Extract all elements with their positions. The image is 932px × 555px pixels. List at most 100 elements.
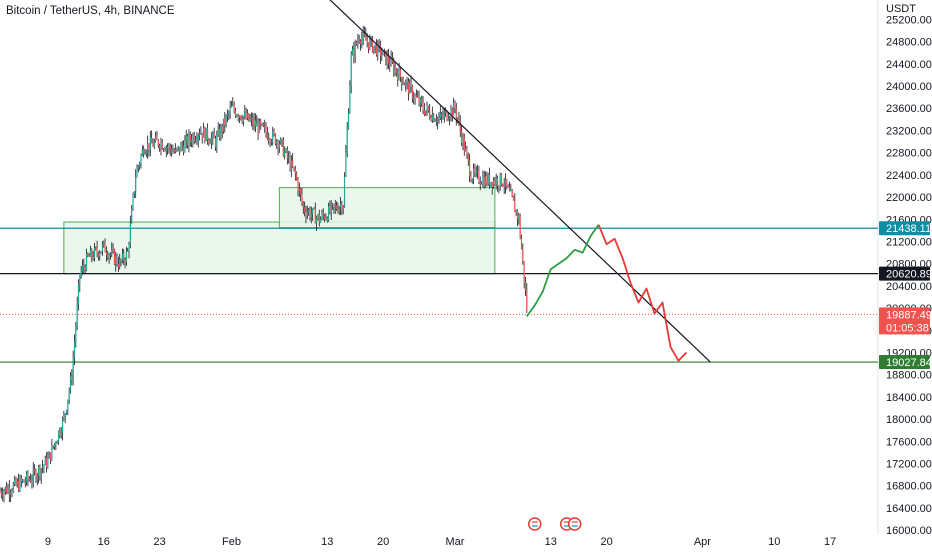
candle-body bbox=[491, 181, 493, 187]
x-tick-label: Mar bbox=[445, 536, 464, 548]
candle-body bbox=[395, 68, 398, 74]
candle-body bbox=[301, 194, 303, 203]
candle-body bbox=[461, 130, 463, 143]
candle-body bbox=[57, 431, 60, 442]
candle-body bbox=[278, 143, 280, 148]
candle-body bbox=[244, 112, 246, 117]
candle-body bbox=[49, 452, 52, 460]
candle-body bbox=[361, 38, 363, 44]
candle-body bbox=[323, 215, 326, 220]
candle-body bbox=[83, 265, 85, 268]
candle-body bbox=[59, 431, 61, 436]
candle-body bbox=[51, 445, 53, 460]
candle-body bbox=[482, 177, 484, 185]
candle-body bbox=[293, 166, 295, 169]
candle-body bbox=[317, 214, 319, 218]
candle-body bbox=[128, 244, 130, 252]
economic-event-icon[interactable] bbox=[528, 517, 542, 531]
candle-body bbox=[172, 151, 174, 154]
candle-body bbox=[35, 471, 37, 480]
candle-body bbox=[22, 480, 24, 482]
candle-body bbox=[226, 113, 229, 116]
candle-body bbox=[176, 148, 178, 150]
candle-body bbox=[237, 115, 239, 118]
candle-body bbox=[357, 40, 359, 45]
candle-body bbox=[75, 325, 77, 342]
candle-body bbox=[40, 468, 42, 477]
candle-body bbox=[149, 137, 151, 150]
candle-body bbox=[433, 114, 435, 122]
projection-up-path[interactable] bbox=[526, 224, 600, 317]
candle-body bbox=[173, 151, 175, 153]
candle-body bbox=[508, 187, 511, 191]
candle-body bbox=[55, 443, 57, 445]
candle-body bbox=[0, 491, 1, 493]
candle-body bbox=[36, 475, 38, 480]
candle-body bbox=[515, 210, 517, 213]
candle-body bbox=[168, 145, 170, 148]
candle-body bbox=[81, 265, 84, 272]
candle-body bbox=[47, 458, 49, 468]
candle-body bbox=[472, 168, 475, 180]
candle-body bbox=[133, 191, 135, 196]
candle-body bbox=[325, 218, 327, 220]
candle-body bbox=[393, 62, 395, 73]
y-tick-label: 23200.00 bbox=[886, 125, 932, 137]
candle-body bbox=[516, 210, 519, 219]
candle-body bbox=[116, 256, 118, 265]
candle-body bbox=[329, 206, 331, 213]
candle-body bbox=[467, 153, 469, 161]
candle-body bbox=[355, 42, 358, 45]
candle-body bbox=[108, 254, 110, 258]
candle-body bbox=[270, 141, 272, 143]
candle-body bbox=[335, 205, 338, 210]
candle-body bbox=[87, 253, 89, 256]
candle-body bbox=[68, 390, 70, 400]
supply-zone[interactable] bbox=[63, 221, 496, 275]
candle-body bbox=[213, 133, 215, 139]
economic-event-icon[interactable] bbox=[567, 517, 582, 531]
candle-body bbox=[468, 160, 471, 177]
candle-body bbox=[490, 181, 492, 186]
candle-body bbox=[139, 163, 141, 167]
candle-body bbox=[373, 46, 375, 52]
candle-body bbox=[189, 134, 191, 141]
candle-body bbox=[175, 148, 177, 152]
candle-body bbox=[365, 35, 367, 41]
x-tick-label: 16 bbox=[98, 536, 110, 548]
candle-body bbox=[451, 108, 453, 116]
candle-body bbox=[205, 127, 207, 141]
x-tick-label: 17 bbox=[824, 536, 836, 548]
projection-down-path[interactable] bbox=[597, 224, 688, 362]
candle-body bbox=[31, 480, 33, 482]
candle-body bbox=[208, 139, 210, 143]
candle-body bbox=[41, 466, 44, 469]
candle-body bbox=[16, 481, 18, 486]
candle-body bbox=[264, 126, 266, 128]
candle-body bbox=[421, 98, 423, 103]
candle-body bbox=[414, 95, 416, 99]
candle-body bbox=[163, 149, 165, 151]
candle-body bbox=[44, 457, 46, 466]
candle-body bbox=[410, 82, 412, 87]
candle-body bbox=[338, 207, 340, 212]
trendline[interactable] bbox=[327, 0, 711, 363]
x-tick-label: 9 bbox=[45, 536, 51, 548]
candle-body bbox=[171, 149, 173, 154]
candle-body bbox=[375, 44, 378, 56]
candle-body bbox=[129, 223, 131, 245]
candle-body bbox=[93, 247, 96, 259]
candle-body bbox=[260, 120, 262, 125]
candle-body bbox=[397, 73, 399, 81]
candle-body bbox=[447, 119, 449, 121]
candle-body bbox=[369, 39, 371, 49]
candle-body bbox=[398, 69, 400, 81]
candle-body bbox=[502, 184, 504, 186]
candle-body bbox=[475, 170, 477, 173]
candle-body bbox=[265, 126, 267, 133]
candle-body bbox=[268, 138, 270, 140]
candle-body bbox=[24, 482, 26, 484]
candle-body bbox=[466, 148, 468, 154]
